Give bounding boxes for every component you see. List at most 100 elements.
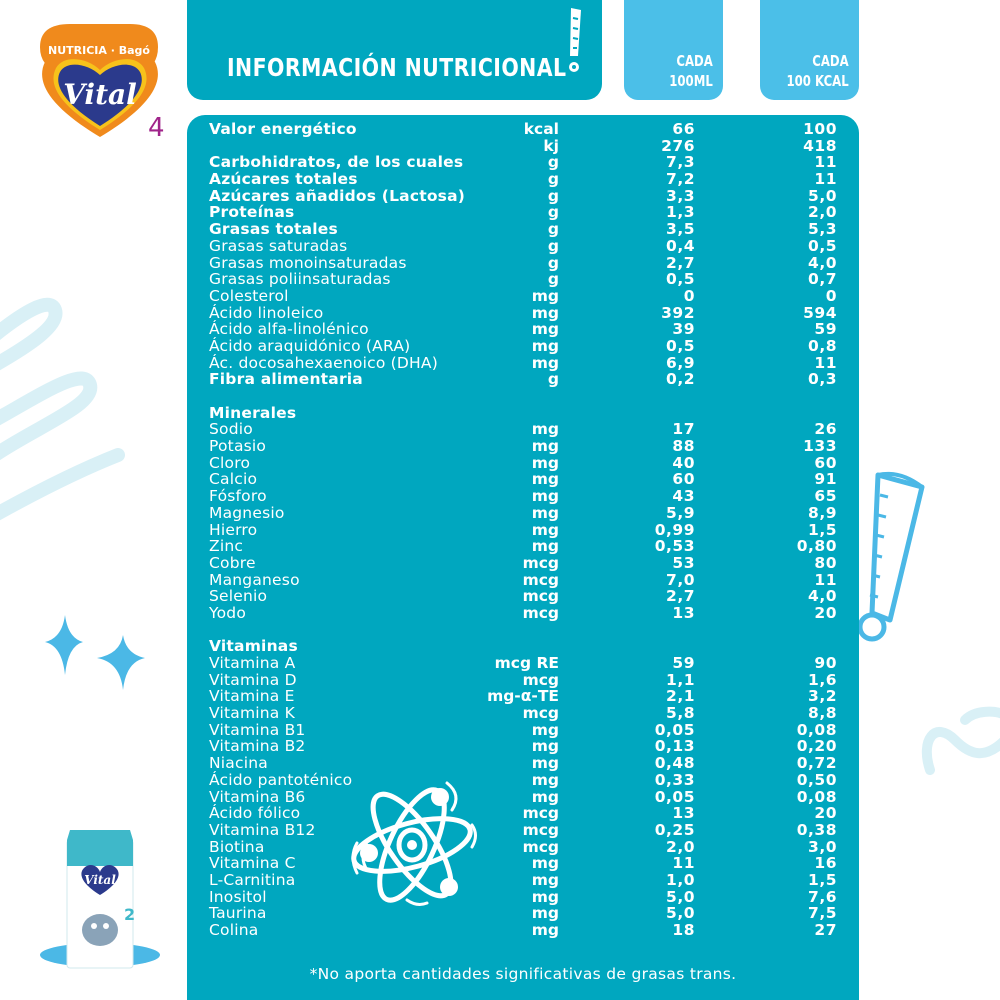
value-per-100kcal: 8,9	[808, 503, 837, 522]
value-per-100kcal: 11	[814, 170, 837, 189]
table-row: Zinc mg 0,53 0,80	[209, 538, 837, 555]
value-per-100ml: 0,99	[654, 520, 695, 539]
nutrient-name: Magnesio	[209, 503, 285, 522]
value-per-100kcal: 0,8	[808, 336, 837, 355]
value-per-100kcal: 418	[803, 136, 837, 155]
table-row: Vitamina B2 mg 0,13 0,20	[209, 738, 837, 755]
value-per-100kcal: 27	[814, 921, 837, 939]
table-row: Ácido linoleico mg 392 594	[209, 303, 837, 322]
nutrient-name: Ácido araquidónico (ARA)	[209, 336, 411, 355]
table-row: Vitamina C mg 11 16	[209, 855, 837, 872]
section-header: Minerales	[209, 404, 837, 422]
sparkle-icon	[45, 615, 145, 690]
value-per-100ml: 43	[672, 487, 695, 506]
nutrient-unit: mg	[531, 854, 559, 873]
nutrient-name: Ácido fólico	[209, 804, 301, 823]
nutrient-name: Vitamina C	[209, 854, 296, 873]
table-row: Grasas totales g 3,5 5,3	[209, 221, 837, 238]
value-per-100ml: 0,4	[666, 236, 695, 255]
nutrition-table: Valor energético kcal 66 100 kj 276 418 Carbohi…	[209, 121, 837, 939]
value-per-100ml: 0,5	[666, 336, 695, 355]
value-per-100kcal: 4,0	[808, 253, 837, 272]
nutrient-unit: mg	[531, 286, 559, 305]
table-row: Vitamina B1 mg 0,05 0,08	[209, 722, 837, 739]
value-per-100kcal: 0,50	[796, 770, 837, 789]
value-per-100ml: 7,0	[666, 570, 695, 589]
table-row: Vitamina E mg-α-TE 2,1 3,2	[209, 688, 837, 705]
product-carton-image: Vital 2	[40, 830, 160, 969]
value-per-100ml: 7,3	[666, 153, 695, 172]
value-per-100kcal: 0,80	[796, 537, 837, 556]
nutrient-name: Vitamina B2	[209, 737, 306, 756]
nutrient-name: Taurina	[209, 904, 267, 923]
exclamation-icon	[857, 471, 925, 642]
value-per-100ml: 0,05	[654, 720, 695, 739]
value-per-100kcal: 59	[814, 320, 837, 339]
value-per-100ml: 2,0	[666, 837, 695, 856]
value-per-100kcal: 8,8	[808, 704, 837, 723]
nutrient-unit: mcg	[522, 704, 559, 723]
value-per-100ml: 88	[672, 437, 695, 456]
nutrient-unit: mg	[531, 303, 559, 322]
nutrient-name: Ácido linoleico	[209, 303, 324, 322]
nutrient-unit: g	[547, 253, 559, 272]
value-per-100ml: 40	[672, 453, 695, 472]
nutrient-unit: mg	[531, 487, 559, 506]
value-per-100kcal: 0,7	[808, 270, 837, 289]
value-per-100kcal: 3,2	[808, 687, 837, 706]
value-per-100kcal: 60	[814, 453, 837, 472]
nutrient-unit: mg	[531, 453, 559, 472]
squiggle-decoration-left	[0, 297, 125, 521]
value-per-100kcal: 80	[814, 553, 837, 572]
value-per-100ml: 66	[672, 120, 695, 138]
table-row: Azúcares añadidos (Lactosa) g 3,3 5,0	[209, 188, 837, 205]
nutrient-unit: mcg	[522, 820, 559, 839]
nutrient-name: Vitamina E	[209, 687, 295, 706]
nutrient-name: Cloro	[209, 453, 251, 472]
nutrient-unit: mcg	[522, 670, 559, 689]
nutrient-name: Vitamina A	[209, 654, 296, 672]
nutrient-name: Carbohidratos, de los cuales	[209, 153, 464, 172]
value-per-100kcal: 0,3	[808, 370, 837, 389]
value-per-100kcal: 4,0	[808, 587, 837, 606]
value-per-100kcal: 65	[814, 487, 837, 506]
table-row: Cobre mcg 53 80	[209, 555, 837, 572]
value-per-100kcal: 0,20	[796, 737, 837, 756]
nutrient-name: Azúcares añadidos (Lactosa)	[209, 186, 466, 205]
nutrient-unit: mg	[531, 737, 559, 756]
exclamation-small-icon	[569, 8, 581, 72]
table-row: Azúcares totales g 7,2 11	[209, 171, 837, 188]
nutrient-name: Grasas totales	[209, 220, 338, 239]
nutrient-name: Valor energético	[209, 120, 357, 138]
table-row: Grasas poliinsaturadas g 0,5 0,7	[209, 271, 837, 288]
value-per-100ml: 7,2	[666, 170, 695, 189]
value-per-100ml: 0,13	[654, 737, 695, 756]
table-row: Vitamina B6 mg 0,05 0,08	[209, 788, 837, 806]
brand-logo: Vital 4 NUTRICIA · Bagó	[30, 12, 170, 143]
nutrient-unit: mg-α-TE	[487, 687, 559, 706]
value-per-100ml: 13	[672, 804, 695, 823]
value-per-100kcal: 100	[803, 120, 837, 138]
svg-text:Vital: Vital	[63, 78, 137, 111]
table-row: Cloro mg 40 60	[209, 455, 837, 472]
value-per-100ml: 5,0	[666, 887, 695, 906]
value-per-100ml: 39	[672, 320, 695, 339]
value-per-100ml: 3,3	[666, 186, 695, 205]
value-per-100ml: 2,1	[666, 687, 695, 706]
value-per-100ml: 2,7	[666, 587, 695, 606]
nutrition-table-panel: Valor energético kcal 66 100 kj 276 418 Carbohi…	[187, 115, 859, 1000]
nutrient-name: Selenio	[209, 587, 268, 606]
footnote: *No aporta cantidades significativas de …	[309, 965, 737, 983]
value-per-100kcal: 1,5	[808, 520, 837, 539]
value-per-100kcal: 0,38	[796, 820, 837, 839]
nutrient-unit: g	[547, 203, 559, 222]
nutrient-unit: mg	[531, 720, 559, 739]
nutrient-name: Grasas saturadas	[209, 236, 348, 255]
nutrient-unit: mcg	[522, 587, 559, 606]
nutrient-name: Vitamina K	[209, 704, 295, 723]
nutrient-name: Grasas poliinsaturadas	[209, 270, 391, 289]
nutrient-name: Ácido alfa-linolénico	[209, 320, 369, 339]
value-per-100kcal: 90	[814, 654, 837, 672]
section-header: Vitaminas	[209, 638, 837, 655]
nutrient-unit: mg	[531, 320, 559, 339]
